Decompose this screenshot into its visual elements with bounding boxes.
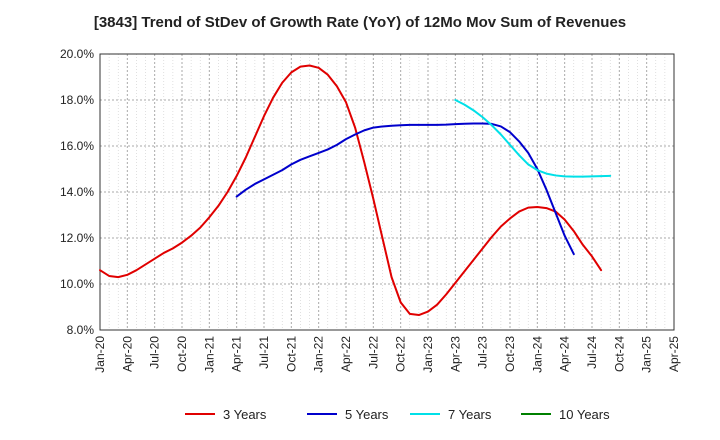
x-tick-label: Jul-21 [257, 336, 271, 369]
x-tick-label: Apr-21 [230, 336, 244, 372]
series-layer [99, 64, 612, 317]
series-line-7-years [454, 99, 612, 178]
legend-label-10-years: 10 Years [559, 407, 610, 422]
x-axis: Jan-20 Apr-20 Jul-20 Oct-20 Jan-21 Apr-21 Jul-… [93, 336, 681, 373]
legend: 3 Years 5 Years 7 Years 10 Years [185, 407, 610, 422]
y-tick-label: 10.0% [60, 277, 94, 291]
x-tick-label: Jul-23 [476, 336, 490, 369]
x-tick-label: Oct-23 [503, 336, 517, 372]
y-tick-label: 16.0% [60, 139, 94, 153]
legend-label-5-years: 5 Years [345, 407, 389, 422]
x-tick-label: Jan-24 [530, 336, 544, 373]
x-tick-label: Jul-22 [366, 336, 380, 369]
x-tick-label: Jan-23 [421, 336, 435, 373]
x-tick-label: Apr-20 [120, 336, 134, 372]
x-tick-label: Jan-21 [202, 336, 216, 373]
x-tick-label: Apr-24 [558, 336, 572, 372]
chart-title: [3843] Trend of StDev of Growth Rate (Yo… [93, 14, 627, 31]
y-tick-label: 14.0% [60, 185, 94, 199]
y-axis: 8.0% 10.0% 12.0% 14.0% 16.0% 18.0% 20.0% [60, 47, 94, 337]
plot-frame [99, 53, 675, 331]
x-tick-label: Apr-23 [448, 336, 462, 372]
legend-label-3-years: 3 Years [223, 407, 267, 422]
series-line-3-years [99, 64, 603, 317]
x-tick-label: Jul-20 [148, 336, 162, 369]
x-tick-label: Oct-21 [284, 336, 298, 372]
x-tick-label: Oct-20 [175, 336, 189, 372]
y-tick-label: 18.0% [60, 93, 94, 107]
series-line-5-years [235, 122, 575, 256]
y-tick-label: 12.0% [60, 231, 94, 245]
x-tick-label: Apr-22 [339, 336, 353, 372]
y-tick-label: 8.0% [67, 323, 95, 337]
x-tick-label: Oct-22 [394, 336, 408, 372]
y-tick-label: 20.0% [60, 47, 94, 61]
x-tick-label: Apr-25 [667, 336, 681, 372]
x-tick-label: Jul-24 [585, 336, 599, 369]
x-tick-label: Jan-22 [312, 336, 326, 373]
x-tick-label: Jan-25 [640, 336, 654, 373]
x-tick-label: Oct-24 [612, 336, 626, 372]
legend-label-7-years: 7 Years [448, 407, 492, 422]
grid-layer [100, 53, 674, 331]
x-tick-label: Jan-20 [93, 336, 107, 373]
